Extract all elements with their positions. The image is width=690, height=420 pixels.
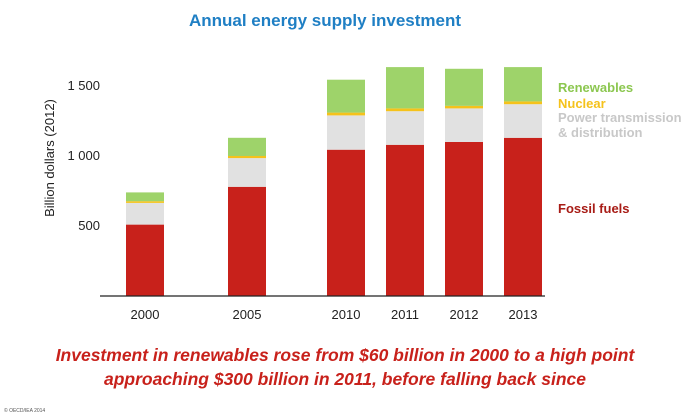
x-tick-label: 2000 [131, 307, 160, 322]
bar-power-transmission-distribution-2010 [327, 115, 365, 150]
bar-power-transmission-distribution-2000 [126, 202, 164, 225]
bar-nuclear-2010 [327, 112, 365, 116]
legend-nuclear: Nuclear [558, 96, 606, 111]
legend-fossil-fuels: Fossil fuels [558, 201, 630, 216]
bar-fossil-fuels-2011 [386, 144, 424, 296]
legend-renewables: Renewables [558, 80, 633, 95]
bar-renewables-2011 [386, 67, 424, 109]
bar-power-transmission-distribution-2012 [445, 108, 483, 142]
bar-fossil-fuels-2010 [327, 149, 365, 296]
y-axis-label: Billion dollars (2012) [42, 99, 57, 217]
bar-renewables-2010 [327, 79, 365, 113]
bar-renewables-2000 [126, 192, 164, 202]
bar-renewables-2005 [228, 137, 266, 156]
x-tick-label: 2010 [332, 307, 361, 322]
x-tick-label: 2012 [450, 307, 479, 322]
bar-fossil-fuels-2005 [228, 186, 266, 296]
x-tick-label: 2011 [391, 307, 419, 322]
legend: Renewables Nuclear Power transmission & … [558, 80, 682, 216]
copyright: © OECD/IEA 2014 [4, 407, 45, 414]
bar-renewables-2012 [445, 68, 483, 106]
bar-power-transmission-distribution-2013 [504, 104, 542, 138]
y-tick-label: 1 000 [67, 148, 100, 163]
bar-nuclear-2011 [386, 108, 424, 112]
bars [126, 67, 542, 296]
bar-nuclear-2000 [126, 201, 164, 203]
bar-power-transmission-distribution-2011 [386, 111, 424, 145]
bar-nuclear-2005 [228, 156, 266, 159]
caption-line-1: Investment in renewables rose from $60 b… [56, 345, 636, 365]
legend-distribution: & distribution [558, 125, 643, 140]
bar-fossil-fuels-2013 [504, 137, 542, 296]
bar-nuclear-2012 [445, 105, 483, 109]
bar-power-transmission-distribution-2005 [228, 158, 266, 187]
bar-nuclear-2013 [504, 101, 542, 105]
x-tick-label: 2005 [233, 307, 262, 322]
y-tick-label: 500 [78, 218, 100, 233]
bar-fossil-fuels-2000 [126, 224, 164, 296]
x-axis-ticks: 2000 2005 2010 2011 2012 2013 [131, 307, 538, 322]
y-tick-label: 1 500 [67, 78, 100, 93]
bar-fossil-fuels-2012 [445, 142, 483, 296]
chart-title: Annual energy supply investment [189, 11, 461, 30]
y-axis-ticks: 500 1 000 1 500 [67, 78, 100, 233]
legend-power-transmission: Power transmission [558, 110, 682, 125]
x-tick-label: 2013 [509, 307, 538, 322]
caption-line-2: approaching $300 billion in 2011, before… [104, 369, 586, 389]
bar-renewables-2013 [504, 67, 542, 102]
